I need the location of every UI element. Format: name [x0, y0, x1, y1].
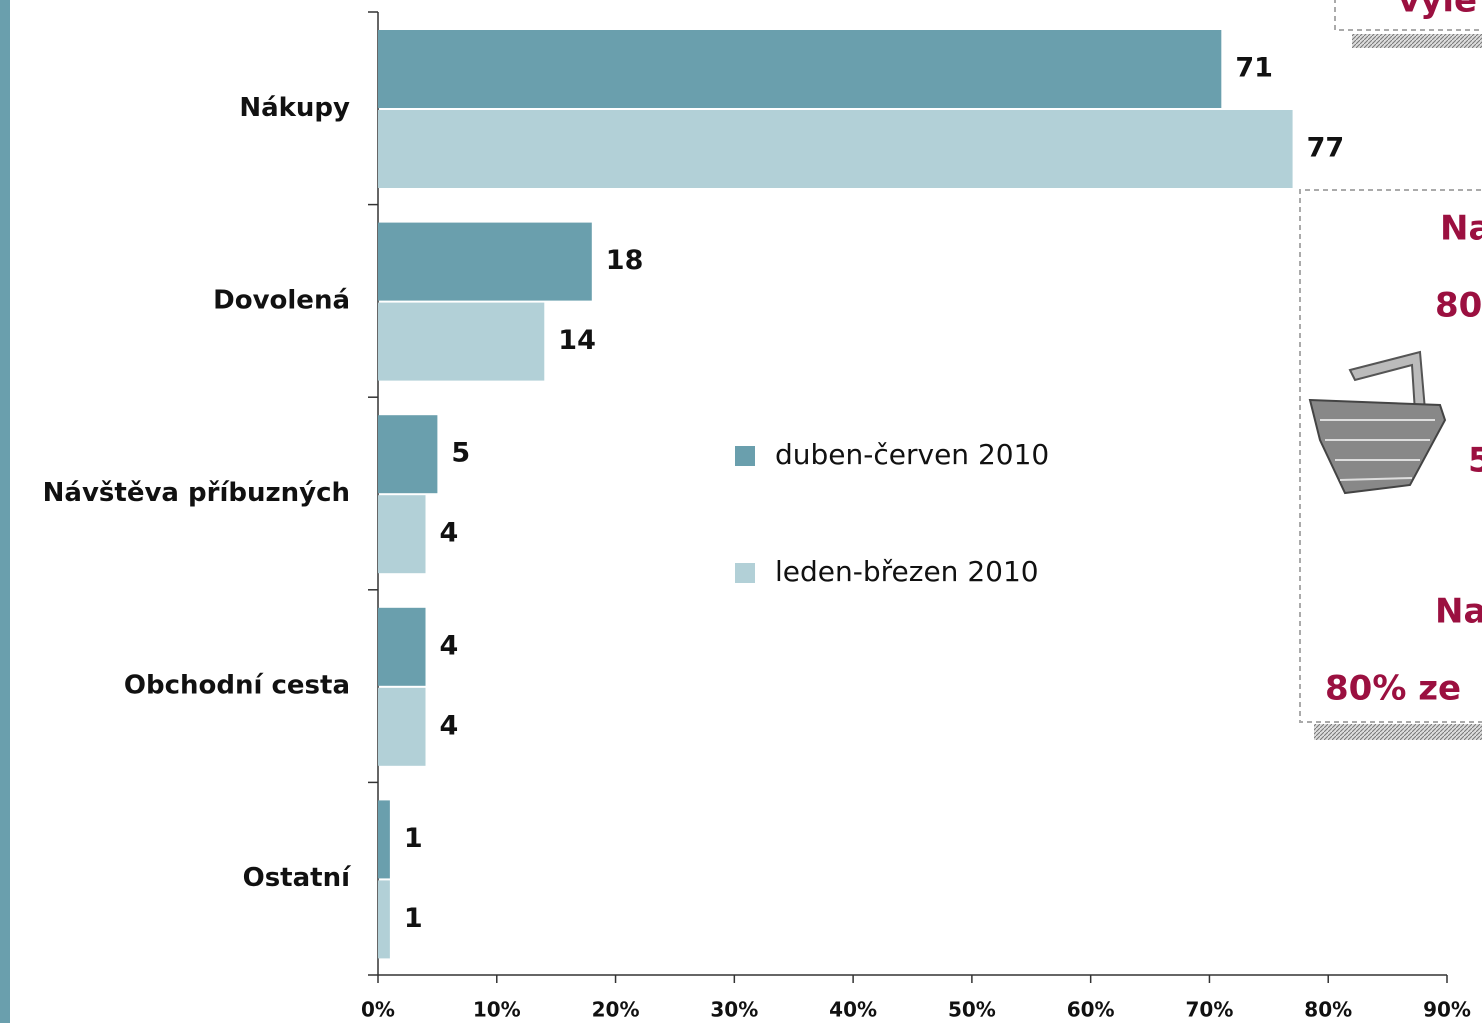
x-tick-label: 60% [1067, 998, 1115, 1022]
data-label: 4 [440, 518, 459, 549]
y-tick-label: Obchodní cesta [124, 671, 350, 701]
callout-box [1334, 0, 1482, 31]
legend-label: duben-červen 2010 [775, 438, 1049, 471]
x-tick-label: 0% [361, 998, 395, 1022]
annotation: 80% ze [1325, 669, 1461, 709]
data-label: 4 [440, 710, 459, 741]
data-label: 77 [1307, 133, 1345, 164]
data-label: 1 [404, 903, 423, 934]
data-label: 18 [606, 245, 644, 276]
bar [378, 495, 426, 574]
annotation: Na [1435, 592, 1482, 632]
bar [378, 302, 545, 381]
data-label: 5 [451, 438, 470, 469]
x-tick-label: 30% [710, 998, 758, 1022]
data-label: 4 [440, 630, 459, 661]
data-label: 71 [1235, 53, 1273, 84]
data-label: 14 [558, 325, 596, 356]
bar [378, 607, 426, 686]
box-shadow [1314, 724, 1482, 740]
y-tick-label: Dovolená [213, 285, 350, 315]
x-tick-label: 20% [592, 998, 640, 1022]
legend-label: leden-březen 2010 [775, 555, 1039, 588]
x-tick-label: 40% [829, 998, 877, 1022]
side-stripe [0, 0, 10, 1023]
annotation: Na [1440, 209, 1482, 249]
bar [378, 880, 390, 959]
bar [378, 110, 1293, 188]
box-shadow [1352, 34, 1482, 48]
bar [378, 30, 1222, 108]
bar [378, 687, 426, 766]
x-tick-label: 80% [1304, 998, 1352, 1022]
bar [378, 222, 592, 301]
x-tick-label: 90% [1423, 998, 1471, 1022]
x-tick-label: 50% [948, 998, 996, 1022]
y-tick-label: Návštěva příbuzných [43, 478, 350, 508]
annotation: vyle [1398, 0, 1477, 21]
annotation: 80 [1435, 286, 1482, 326]
x-tick-label: 10% [473, 998, 521, 1022]
data-label: 1 [404, 823, 423, 854]
bar [378, 415, 438, 494]
basket-icon [1308, 350, 1447, 495]
y-tick-label: Nákupy [239, 93, 350, 123]
legend-swatch [735, 563, 755, 583]
annotation: 5 [1468, 441, 1482, 481]
x-tick-label: 70% [1186, 998, 1234, 1022]
bar [378, 800, 390, 879]
legend-swatch [735, 446, 755, 466]
y-tick-label: Ostatní [243, 863, 352, 893]
callout-box [1299, 189, 1482, 723]
